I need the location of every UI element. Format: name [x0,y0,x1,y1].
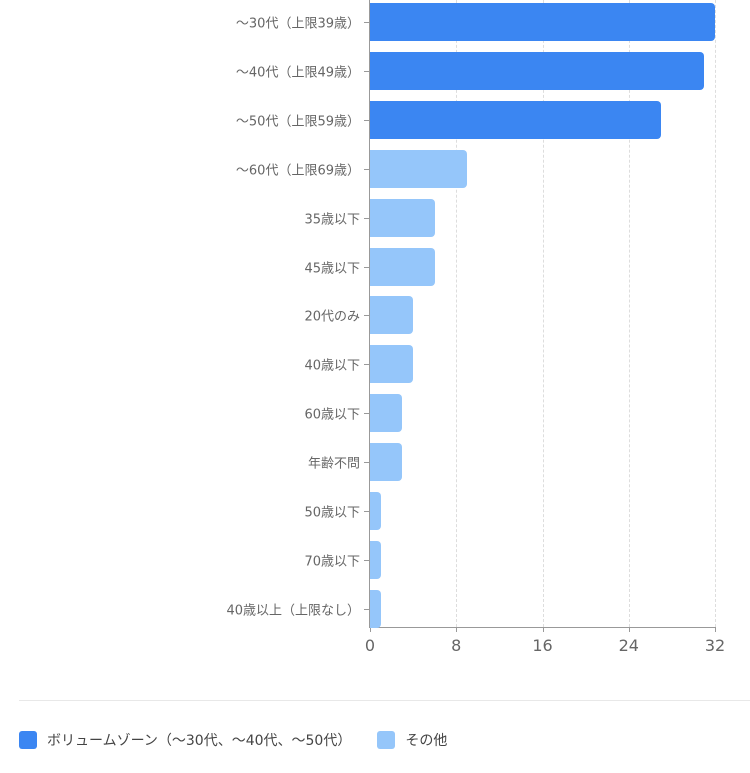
y-tick [364,119,370,121]
bar[interactable] [370,345,414,384]
y-tick [364,413,370,415]
bar[interactable] [370,3,715,41]
x-tick [370,627,371,632]
legend-item-volume-zone[interactable]: ボリュームゾーン（〜30代、〜40代、〜50代） [19,730,351,750]
horizontal-bar-chart: 0 8 16 24 32 〜30代（上限39歳） 〜40代（上限49歳） 〜50代（上限59歳… [226,0,726,655]
gridline [456,0,458,627]
category-label: 50歳以下 [304,505,360,521]
gridline [628,0,630,627]
bar[interactable] [370,492,381,530]
x-tick-label: 24 [618,636,639,655]
bar[interactable] [370,589,381,628]
y-tick [364,364,370,366]
bar[interactable] [370,198,435,237]
y-tick [364,70,370,72]
bar[interactable] [370,443,403,482]
y-tick [364,168,370,170]
bar[interactable] [370,149,468,188]
category-label: 60歳以下 [304,407,360,423]
legend-label-volume: ボリュームゾーン（〜30代、〜40代、〜50代） [47,733,352,749]
category-label: 70歳以下 [304,554,360,570]
legend-label-other: その他 [405,733,448,749]
category-label: 年齢不問 [307,456,360,472]
y-tick [364,511,370,512]
category-label: 40歳以下 [304,358,360,374]
legend-swatch-volume [19,731,37,749]
y-tick [364,22,370,23]
divider [19,700,750,701]
bar[interactable] [370,540,381,579]
y-tick [364,559,370,561]
y-axis [369,0,370,628]
gridline [715,0,716,627]
category-label: 〜50代（上限59歳） [235,114,360,130]
x-tick-label: 0 [364,636,376,655]
category-label: 〜30代（上限39歳） [235,16,360,32]
bar[interactable] [370,100,662,139]
x-tick [456,627,458,632]
y-tick [364,462,370,464]
x-tick [715,627,716,632]
legend-swatch-other [377,731,396,749]
category-label: 40歳以上（上限なし） [226,603,360,619]
bar[interactable] [370,296,414,335]
x-axis [370,627,716,628]
x-tick [628,627,630,632]
y-tick [364,217,370,219]
gridline [542,0,544,627]
bar[interactable] [370,51,705,90]
y-tick [364,608,370,610]
bar[interactable] [370,247,435,286]
category-label: 〜60代（上限69歳） [235,163,360,179]
x-tick-label: 16 [532,636,553,655]
x-tick [542,627,544,632]
bar[interactable] [370,394,403,433]
legend-item-other[interactable]: その他 [377,730,447,750]
category-label: 20代のみ [304,309,360,325]
category-label: 45歳以下 [304,261,360,276]
y-tick [364,266,370,268]
legend: ボリュームゾーン（〜30代、〜40代、〜50代） その他 [19,730,473,750]
category-label: 〜40代（上限49歳） [235,65,360,81]
x-tick-label: 32 [704,636,726,655]
category-label: 35歳以下 [304,212,360,228]
x-tick-label: 8 [451,636,462,655]
y-tick [364,315,370,317]
